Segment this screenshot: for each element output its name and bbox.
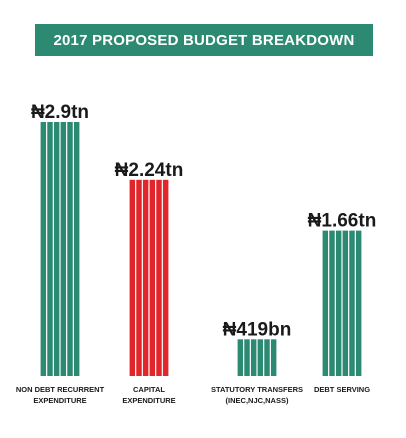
bar-3-segment: [250, 339, 257, 376]
data-label-4: ₦1.66tn: [308, 211, 377, 232]
bar-2-segment: [136, 179, 142, 376]
chart-title: 2017 PROPOSED BUDGET BREAKDOWN: [53, 31, 355, 49]
bar-3-segment: [270, 339, 277, 376]
bar-3-segment: [257, 339, 264, 376]
bar-4-segment: [335, 230, 342, 376]
data-label-2: ₦2.24tn: [115, 160, 184, 181]
bar-1: [40, 122, 80, 376]
bar-2-segment: [156, 179, 162, 376]
category-label-2: CAPITAL: [133, 385, 165, 394]
bar-1-segment: [67, 122, 73, 376]
bar-3: [237, 339, 277, 376]
category-label-1: NON DEBT RECURRENT: [16, 385, 105, 394]
data-label-3: ₦419bn: [223, 319, 292, 340]
bar-2: [129, 179, 169, 376]
bar-2-segment: [129, 179, 136, 376]
bar-3-segment: [264, 339, 270, 376]
bar-1-segment: [40, 122, 47, 376]
category-label-3: STATUTORY TRANSFERS: [211, 385, 303, 394]
bar-3-segment: [244, 339, 250, 376]
bar-1-segment: [53, 122, 60, 376]
category-label-3: (INEC,NJC,NASS): [226, 396, 289, 405]
bar-3-segment: [237, 339, 244, 376]
chart-title-banner: 2017 PROPOSED BUDGET BREAKDOWN: [35, 24, 373, 56]
bar-4-segment: [322, 230, 329, 376]
bar-2-segment: [142, 179, 149, 376]
bar-4-segment: [349, 230, 355, 376]
bar-2-segment: [162, 179, 169, 376]
bar-1-segment: [73, 122, 80, 376]
bar-4-segment: [355, 230, 362, 376]
bar-4-segment: [342, 230, 349, 376]
category-label-1: EXPENDITURE: [33, 396, 86, 405]
category-label-2: EXPENDITURE: [122, 396, 175, 405]
bar-4-segment: [329, 230, 335, 376]
bar-2-segment: [149, 179, 156, 376]
data-label-1: ₦2.9tn: [31, 102, 89, 123]
bar-1-segment: [60, 122, 67, 376]
bar-1-segment: [47, 122, 53, 376]
category-label-4: DEBT SERVING: [314, 385, 370, 394]
bar-4: [322, 230, 362, 376]
